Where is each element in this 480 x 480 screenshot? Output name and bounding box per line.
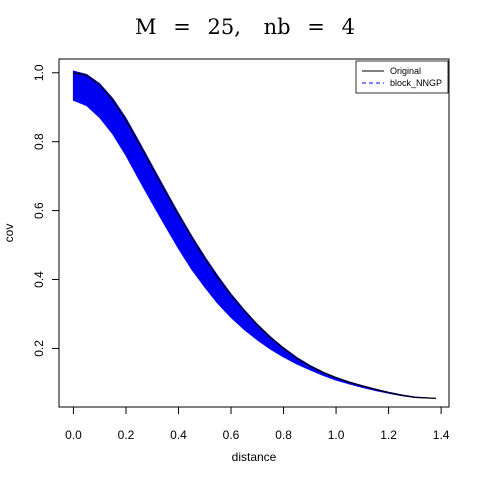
x-tick-label: 0.0 <box>65 428 82 442</box>
x-tick-label: 0.6 <box>223 428 240 442</box>
x-axis-label: distance <box>232 450 277 464</box>
legend-label: Original <box>390 66 421 76</box>
legend-box <box>355 60 449 94</box>
x-tick-label: 0.2 <box>118 428 135 442</box>
series-block-nngp-hatch <box>73 71 432 399</box>
axes: 0.0 0.2 0.4 0.6 0.8 1.0 1.2 1.4 0.2 0.4 0.6 0.8 1.0 <box>32 58 450 442</box>
y-tick-label: 1.0 <box>32 64 46 81</box>
legend-label: block_NNGP <box>390 78 442 88</box>
title-part-eq1: = <box>173 15 191 39</box>
x-tick-label: 0.8 <box>275 428 292 442</box>
title-part-25: 25, <box>208 15 241 39</box>
chart-title: M = 25, nb = 4 <box>135 15 355 39</box>
y-axis-label: cov <box>2 224 16 243</box>
plot-area <box>72 70 436 400</box>
x-tick-label: 1.0 <box>328 428 345 442</box>
y-tick-label: 0.6 <box>32 202 46 219</box>
x-tick-label: 0.4 <box>170 428 187 442</box>
x-tick-label: 1.4 <box>433 428 450 442</box>
title-part-eq2: = <box>307 15 325 39</box>
x-tick-label: 1.2 <box>380 428 397 442</box>
plot-frame <box>58 58 450 408</box>
y-tick-label: 0.4 <box>32 271 46 288</box>
y-tick-label: 0.2 <box>32 340 46 357</box>
series-original-line <box>73 72 436 400</box>
legend: Original block_NNGP <box>355 60 449 94</box>
title-part-4: 4 <box>342 15 355 39</box>
title-part-nb: nb <box>264 15 291 39</box>
title-part-m: M <box>135 15 157 39</box>
y-tick-label: 0.8 <box>32 133 46 150</box>
